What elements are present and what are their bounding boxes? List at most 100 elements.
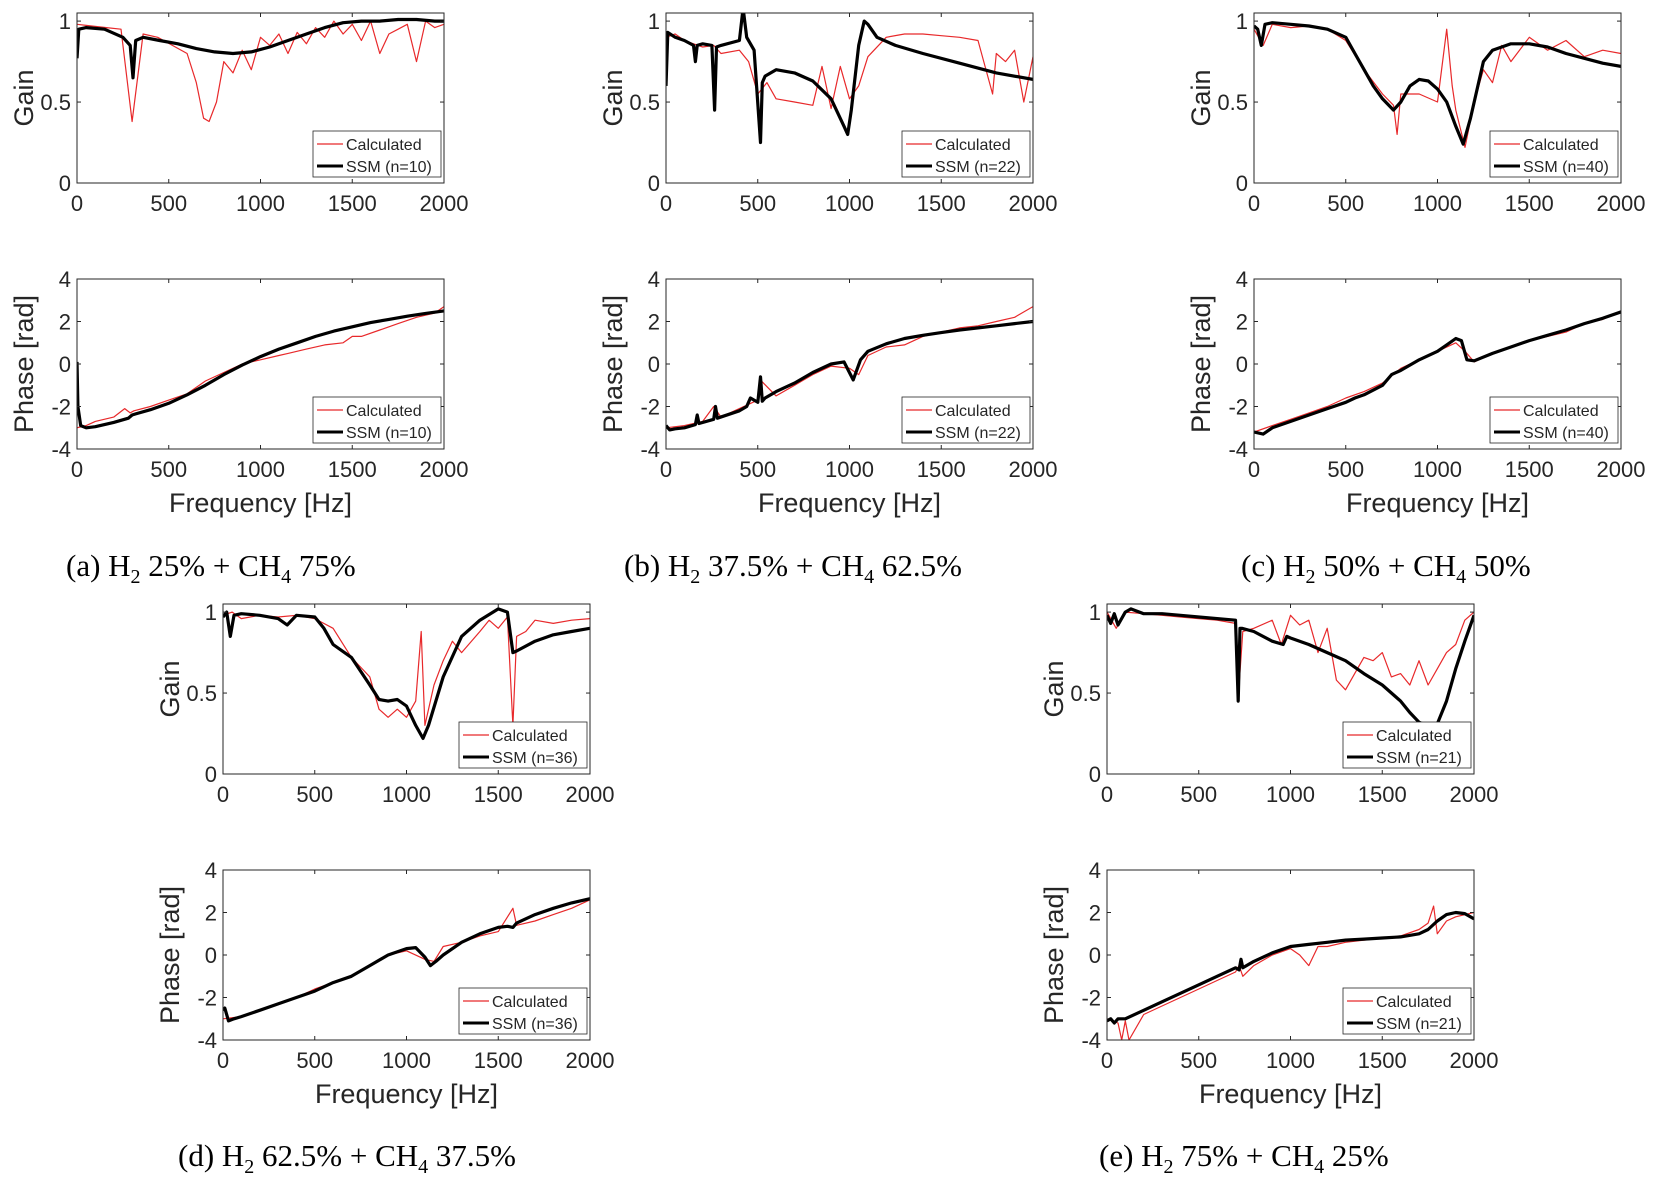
chart-b-phase-ytick-label: 4 <box>648 267 660 292</box>
chart-b-gain-series-calculated-line <box>666 33 1033 110</box>
chart-d-phase-xtick-label: 1000 <box>382 1048 431 1073</box>
chart-b-gain-legend-label-calculated: Calculated <box>935 137 1011 154</box>
chart-b-phase-xtick-label: 1000 <box>825 457 874 482</box>
chart-c-gain-ylabel: Gain <box>1186 69 1216 126</box>
chart-d-phase-legend-label-calculated: Calculated <box>492 994 568 1011</box>
chart-b-phase-series-calculated-line <box>666 306 1033 429</box>
chart-b-gain-xtick-label: 1000 <box>825 191 874 216</box>
chart-b-phase: 0 500 1000 1500 2000 -4 -2 0 2 4 Phase [rad] Freque… <box>598 267 1057 518</box>
chart-b-gain-ytick-label: 0 <box>648 171 660 196</box>
chart-e-gain-xtick-label: 500 <box>1180 782 1217 807</box>
chart-a-phase-xtick-label: 1500 <box>328 457 377 482</box>
chart-d-gain-ytick-label: 0.5 <box>186 681 217 706</box>
chart-d-gain: 0 500 1000 1500 2000 0 0.5 1 Gain Calculated SSM (… <box>155 600 614 807</box>
chart-b-phase-xtick-label: 500 <box>739 457 776 482</box>
chart-e-gain-xtick-label: 1500 <box>1358 782 1407 807</box>
chart-b-gain-xtick-label: 500 <box>739 191 776 216</box>
chart-d-gain-series-ssm-line <box>223 607 590 741</box>
chart-e-phase-ytick-label: -4 <box>1081 1028 1101 1053</box>
chart-c-gain-legend-box <box>1489 130 1619 178</box>
chart-d-phase-xlabel: Frequency [Hz] <box>315 1079 498 1109</box>
chart-b-phase-series-ssm-line <box>666 319 1033 432</box>
chart-c-phase-ytick-label: -2 <box>1228 395 1248 420</box>
chart-d-gain-legend-label-ssm: SSM (n=36) <box>492 750 578 767</box>
chart-a-phase-ytick-label: -2 <box>51 395 71 420</box>
chart-b-gain-xtick-label: 0 <box>660 191 672 216</box>
chart-c-phase-legend-box <box>1489 396 1619 444</box>
chart-c-phase-ytick-label: 0 <box>1236 352 1248 377</box>
chart-d-gain-ytick-label: 0 <box>205 762 217 787</box>
chart-e-phase-ylabel: Phase [rad] <box>1039 886 1069 1024</box>
chart-d-gain-xtick-label: 2000 <box>566 782 615 807</box>
chart-c-phase-xtick-label: 0 <box>1248 457 1260 482</box>
chart-a-gain-xtick-label: 0 <box>71 191 83 216</box>
chart-a-phase-xtick-label: 500 <box>150 457 187 482</box>
chart-a-phase-ytick-label: -4 <box>51 437 71 462</box>
chart-b-gain-legend-label-ssm: SSM (n=22) <box>935 159 1021 176</box>
chart-c-phase-legend-label-ssm: SSM (n=40) <box>1523 425 1609 442</box>
chart-e-gain-legend-label-calculated: Calculated <box>1376 728 1452 745</box>
chart-b-phase-legend: Calculated SSM (n=22) <box>901 396 1031 444</box>
chart-d-phase-xtick-label: 2000 <box>566 1048 615 1073</box>
chart-d-gain-xtick-label: 1500 <box>474 782 523 807</box>
chart-a-gain-series-ssm-line <box>77 17 444 80</box>
chart-a-gain-ytick-label: 0 <box>59 171 71 196</box>
chart-a-gain-ytick-label: 0.5 <box>40 90 71 115</box>
chart-e-gain: 0 500 1000 1500 2000 0 0.5 1 Gain Calculated SSM (… <box>1039 600 1498 807</box>
chart-d-phase: 0 500 1000 1500 2000 -4 -2 0 2 4 Phase [rad] Freque… <box>155 858 614 1109</box>
chart-b-gain-xtick-label: 2000 <box>1009 191 1058 216</box>
chart-a-phase-legend-label-calculated: Calculated <box>346 403 422 420</box>
chart-d-phase-legend: Calculated SSM (n=36) <box>458 987 588 1035</box>
chart-d-gain-xtick-label: 500 <box>296 782 333 807</box>
chart-b-phase-ylabel: Phase [rad] <box>598 295 628 433</box>
chart-a-phase-ytick-label: 0 <box>59 352 71 377</box>
chart-d-phase-series-ssm-line <box>223 897 590 1023</box>
chart-e-phase-legend-label-calculated: Calculated <box>1376 994 1452 1011</box>
caption-c: (c) H2 50% + CH4 50% <box>1241 548 1531 589</box>
chart-d-phase-ytick-label: 0 <box>205 943 217 968</box>
chart-d-phase-ytick-label: 2 <box>205 901 217 926</box>
chart-a-gain-legend-label-ssm: SSM (n=10) <box>346 159 432 176</box>
chart-e-phase-series-ssm-line <box>1107 910 1474 1025</box>
chart-a-gain-xtick-label: 1000 <box>236 191 285 216</box>
chart-a-gain-legend: Calculated SSM (n=10) <box>312 130 442 178</box>
chart-d-gain-legend-label-calculated: Calculated <box>492 728 568 745</box>
chart-b-phase-legend-label-ssm: SSM (n=22) <box>935 425 1021 442</box>
chart-a-phase-ytick-label: 4 <box>59 267 71 292</box>
chart-e-phase-legend-label-ssm: SSM (n=21) <box>1376 1016 1462 1033</box>
chart-d-phase-xtick-label: 500 <box>296 1048 333 1073</box>
chart-e-gain-ytick-label: 0.5 <box>1070 681 1101 706</box>
chart-d-phase-ytick-label: 4 <box>205 858 217 883</box>
chart-e-gain-xtick-label: 0 <box>1101 782 1113 807</box>
chart-b-phase-legend-label-calculated: Calculated <box>935 403 1011 420</box>
chart-a-phase-legend-box <box>312 396 442 444</box>
chart-b-gain-xtick-label: 1500 <box>917 191 966 216</box>
chart-a-phase-series-ssm-line <box>77 309 444 430</box>
chart-c-phase-ytick-label: -4 <box>1228 437 1248 462</box>
chart-b-phase-xtick-label: 0 <box>660 457 672 482</box>
chart-c-gain-xtick-label: 1500 <box>1505 191 1554 216</box>
chart-e-phase-ytick-label: -2 <box>1081 986 1101 1011</box>
chart-c-gain-ytick-label: 0.5 <box>1217 90 1248 115</box>
chart-e-gain-xtick-label: 1000 <box>1266 782 1315 807</box>
chart-e-gain-legend-box <box>1342 721 1472 769</box>
caption-b: (b) H2 37.5% + CH4 62.5% <box>624 548 962 589</box>
chart-b-gain-ylabel: Gain <box>598 69 628 126</box>
chart-b-gain-ytick-label: 1 <box>648 9 660 34</box>
chart-c-phase-xtick-label: 500 <box>1327 457 1364 482</box>
chart-c-gain-legend-label-calculated: Calculated <box>1523 137 1599 154</box>
chart-d-phase-xtick-label: 1500 <box>474 1048 523 1073</box>
chart-c-gain-ytick-label: 1 <box>1236 9 1248 34</box>
chart-c-phase-legend: Calculated SSM (n=40) <box>1489 396 1619 444</box>
chart-a-phase: 0 500 1000 1500 2000 -4 -2 0 2 4 Phase [rad] Freque… <box>9 267 468 518</box>
chart-e-phase-xtick-label: 500 <box>1180 1048 1217 1073</box>
chart-c-phase-ytick-label: 2 <box>1236 310 1248 335</box>
chart-a-phase-xtick-label: 0 <box>71 457 83 482</box>
chart-c-phase-series-ssm-line <box>1254 310 1621 436</box>
chart-d-gain-ytick-label: 1 <box>205 600 217 625</box>
chart-c-phase-xtick-label: 1500 <box>1505 457 1554 482</box>
chart-a-gain-xtick-label: 500 <box>150 191 187 216</box>
chart-c-phase-ylabel: Phase [rad] <box>1186 295 1216 433</box>
chart-d-phase-ytick-label: -4 <box>197 1028 217 1053</box>
chart-d-phase-legend-box <box>458 987 588 1035</box>
